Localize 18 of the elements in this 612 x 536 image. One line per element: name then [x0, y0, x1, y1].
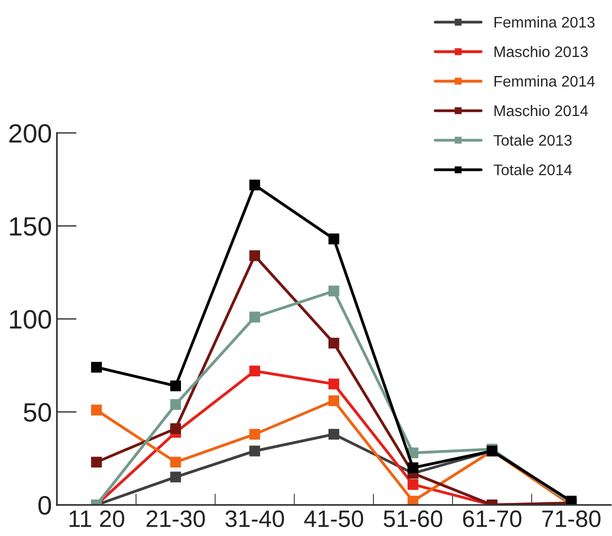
y-tick-label: 100: [10, 310, 52, 329]
y-tick-label: 50: [24, 403, 52, 422]
x-tick-label: 41-50: [304, 510, 364, 528]
x-tick-label: 11 20: [70, 510, 124, 528]
y-tick-label: 0: [38, 496, 52, 515]
x-tick-label: 31-40: [225, 510, 284, 528]
legend-label: Maschio 2014: [494, 104, 588, 116]
legend-label: Femmina 2014: [494, 75, 595, 87]
x-tick-label: 61-70: [463, 510, 522, 528]
x-tick-label: 21-30: [146, 510, 205, 528]
legend-label: Totale 2014: [494, 164, 572, 176]
legend-label: Totale 2013: [494, 134, 572, 146]
x-tick-label: 51-60: [384, 510, 442, 528]
y-tick-label: 150: [10, 217, 52, 236]
legend-label: Femmina 2013: [494, 16, 595, 28]
y-tick-label: 200: [9, 124, 52, 143]
x-tick-label: 71-80: [542, 510, 600, 528]
legend-label: Maschio 2013: [494, 46, 588, 58]
